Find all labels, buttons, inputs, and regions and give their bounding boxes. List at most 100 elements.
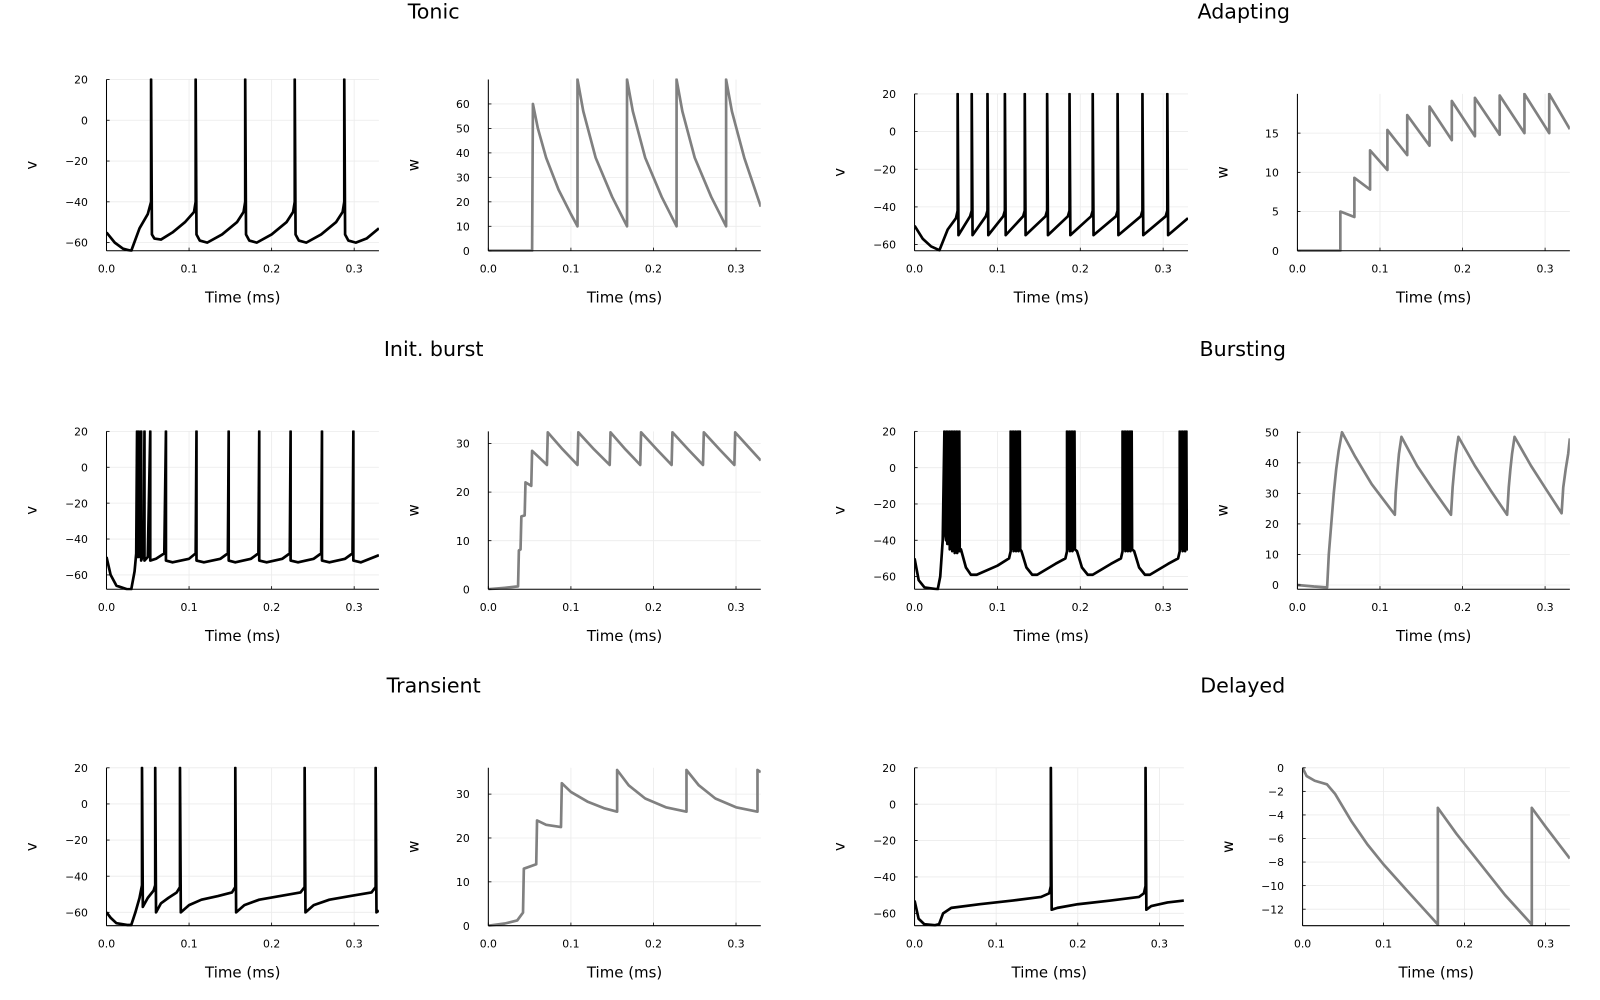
panel-title-delayed: Delayed	[1200, 673, 1285, 697]
y-tick-label: 20	[74, 74, 88, 87]
x-tick-label: 0.1	[1375, 937, 1392, 950]
x-tick-label: 0.3	[727, 601, 744, 614]
y-tick-label: −4	[1268, 809, 1284, 822]
subplot-delayed-w: 0.0 0.1 0.2 0.3 −12 −10 −8 −6 −4 −2 0 Time (ms) w	[1219, 762, 1570, 981]
series-line-w	[1302, 767, 1570, 926]
y-tick-label: 15	[1265, 127, 1279, 140]
y-tick-label: −40	[65, 196, 88, 209]
panel-title-init-burst: Init. burst	[384, 337, 484, 361]
y-tick-label: 10	[1265, 549, 1279, 562]
x-tick-label: 0.3	[1155, 262, 1172, 275]
y-tick-label: −12	[1261, 903, 1284, 916]
x-tick-label: 0.1	[562, 262, 579, 275]
y-tick-label: 0	[1277, 762, 1284, 775]
x-tick-label: 0.3	[346, 262, 363, 275]
y-tick-label: 10	[456, 876, 470, 889]
y-tick-label: −40	[65, 533, 88, 546]
series-line-w	[488, 768, 761, 927]
subplot-transient-v: 0.0 0.1 0.2 0.3 −60 −40 −20 0 20 Time (ms) v	[23, 762, 379, 981]
x-tick-label: 0.0	[98, 262, 115, 275]
x-axis-label: Time (ms)	[1013, 288, 1089, 306]
y-tick-label: −60	[873, 907, 896, 920]
x-tick-label: 0.3	[727, 262, 744, 275]
x-tick-label: 0.0	[1294, 937, 1311, 950]
y-tick-label: 60	[456, 98, 470, 111]
y-tick-label: 0	[889, 462, 896, 475]
y-tick-label: −20	[873, 163, 896, 176]
y-tick-label: 10	[456, 220, 470, 233]
y-axis-label: w	[405, 841, 423, 853]
y-tick-label: 20	[456, 832, 470, 845]
series-line-v	[914, 92, 1189, 252]
x-tick-label: 0.3	[727, 937, 744, 950]
x-tick-label: 0.0	[906, 601, 923, 614]
x-axis-label: Time (ms)	[1011, 963, 1087, 981]
x-tick-label: 0.1	[562, 937, 579, 950]
subplot-transient-w: 0.0 0.1 0.2 0.3 0 10 20 30 Time (ms) w	[405, 767, 761, 981]
series-line-v	[106, 430, 379, 591]
y-tick-label: 30	[456, 788, 470, 801]
y-tick-label: −60	[65, 906, 88, 919]
y-axis-label: w	[405, 159, 423, 171]
x-tick-label: 0.0	[480, 262, 497, 275]
y-axis-label: v	[23, 161, 41, 170]
y-tick-label: 0	[463, 245, 470, 258]
subplot-bursting-v: 0.0 0.1 0.2 0.3 −60 −40 −20 0 20 Time (ms) v	[831, 426, 1189, 645]
y-tick-label: 20	[882, 88, 896, 101]
y-axis-label: v	[831, 168, 849, 177]
x-axis-label: Time (ms)	[1013, 627, 1089, 645]
y-tick-label: 0	[889, 798, 896, 811]
y-tick-label: 20	[882, 426, 896, 439]
y-tick-label: 50	[1265, 426, 1279, 439]
x-tick-label: 0.0	[480, 937, 497, 950]
x-tick-label: 0.2	[1069, 937, 1086, 950]
y-axis-label: w	[405, 504, 423, 516]
y-tick-label: −20	[65, 155, 88, 168]
x-tick-label: 0.0	[1289, 601, 1306, 614]
y-tick-label: −40	[873, 201, 896, 214]
panel-title-tonic: Tonic	[407, 0, 460, 23]
x-axis-label: Time (ms)	[1398, 963, 1474, 981]
x-axis-label: Time (ms)	[1395, 627, 1471, 645]
x-axis-label: Time (ms)	[204, 627, 280, 645]
subplot-init-burst-v: 0.0 0.1 0.2 0.3 −60 −40 −20 0 20 Time (ms) v	[23, 426, 379, 645]
y-tick-label: −60	[873, 571, 896, 584]
x-tick-label: 0.3	[346, 937, 363, 950]
y-tick-label: 0	[1272, 579, 1279, 592]
x-tick-label: 0.1	[1371, 262, 1388, 275]
x-axis-label: Time (ms)	[204, 288, 280, 306]
y-tick-label: 20	[1265, 518, 1279, 531]
x-tick-label: 0.0	[480, 601, 497, 614]
series-line-w	[1297, 430, 1570, 589]
y-tick-label: 0	[889, 126, 896, 139]
y-tick-label: 40	[456, 147, 470, 160]
panel-title-transient: Transient	[386, 673, 481, 697]
y-tick-label: 0	[1272, 245, 1279, 258]
x-tick-label: 0.2	[263, 262, 280, 275]
x-tick-label: 0.1	[180, 262, 197, 275]
y-axis-label: w	[1219, 841, 1237, 853]
y-axis-label: v	[23, 506, 41, 515]
y-axis-label: v	[23, 842, 41, 851]
y-tick-label: −20	[65, 497, 88, 510]
x-tick-label: 0.2	[1454, 601, 1471, 614]
x-axis-label: Time (ms)	[586, 288, 662, 306]
y-tick-label: −60	[65, 569, 88, 582]
x-tick-label: 0.2	[645, 262, 662, 275]
y-tick-label: 30	[456, 171, 470, 184]
x-tick-label: 0.1	[562, 601, 579, 614]
y-tick-label: −20	[873, 498, 896, 511]
series-line-w	[488, 431, 761, 591]
series-line-v	[106, 766, 379, 927]
y-tick-label: 0	[81, 114, 88, 127]
x-tick-label: 0.2	[645, 937, 662, 950]
y-axis-label: w	[1214, 166, 1232, 178]
x-tick-label: 0.1	[988, 937, 1005, 950]
x-tick-label: 0.0	[98, 601, 115, 614]
y-tick-label: 0	[463, 583, 470, 596]
series-line-w	[1297, 92, 1570, 252]
y-tick-label: 10	[1265, 166, 1279, 179]
subplot-tonic-w: 0.0 0.1 0.2 0.3 0 10 20 30 40 50 60 Time (ms) w	[405, 78, 761, 306]
y-tick-label: −20	[873, 835, 896, 848]
